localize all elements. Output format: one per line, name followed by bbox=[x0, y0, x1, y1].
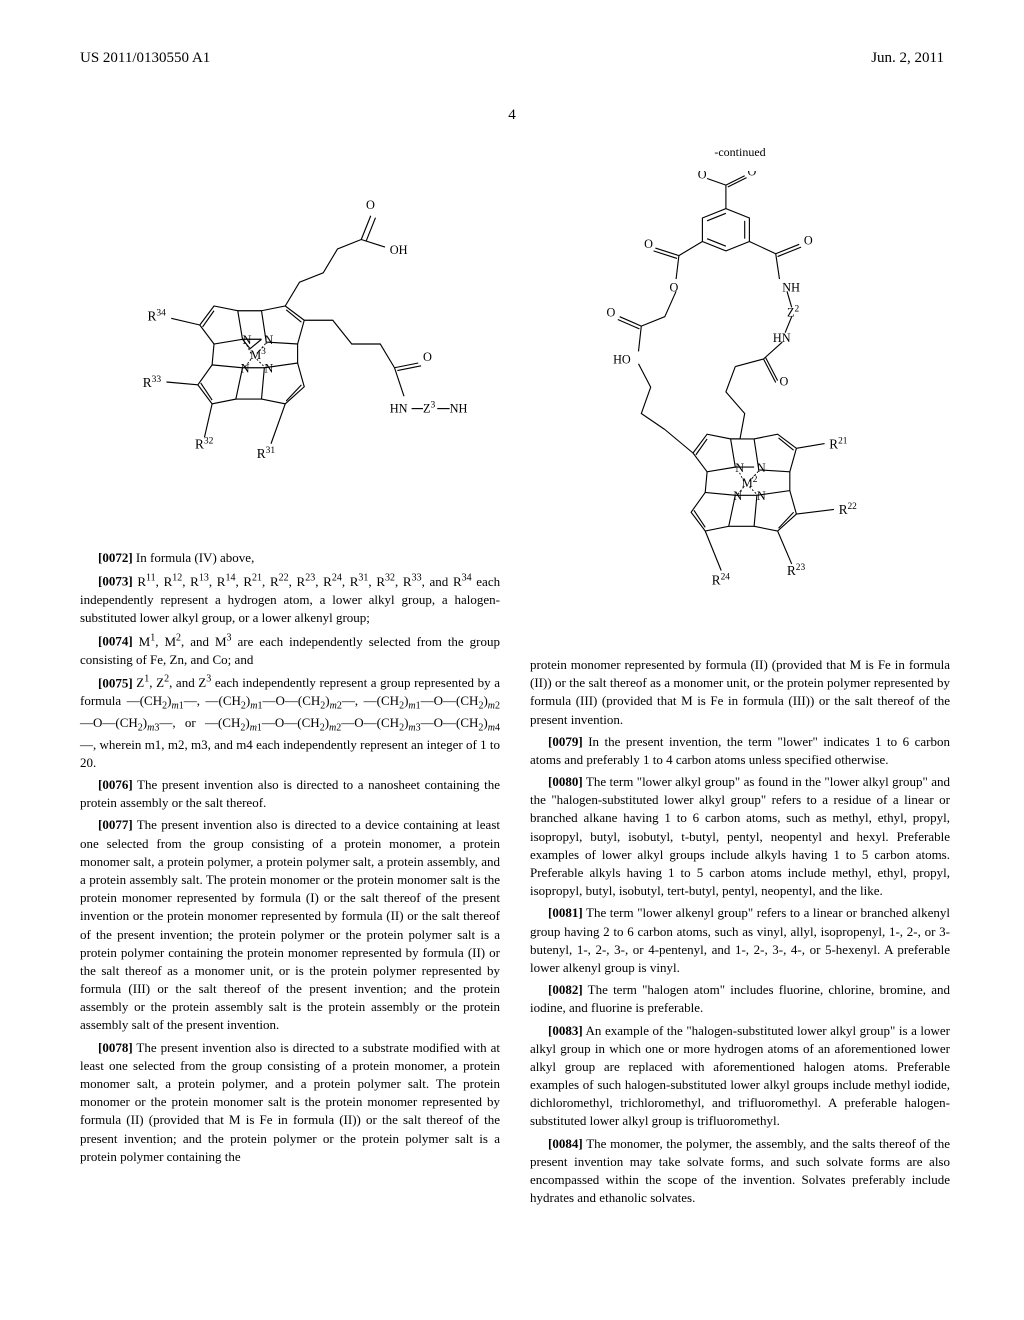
para-num: [0080] bbox=[548, 774, 583, 789]
para-num: [0083] bbox=[548, 1023, 583, 1038]
para-cont: protein monomer represented by formula (… bbox=[530, 656, 950, 729]
para-0079: [0079] In the present invention, the ter… bbox=[530, 733, 950, 769]
svg-text:O: O bbox=[423, 350, 432, 364]
svg-text:N: N bbox=[757, 489, 766, 503]
svg-text:N: N bbox=[264, 333, 273, 347]
svg-text:R21: R21 bbox=[829, 436, 847, 451]
svg-text:R32: R32 bbox=[195, 437, 214, 452]
svg-text:N: N bbox=[241, 362, 250, 376]
svg-text:O: O bbox=[607, 305, 616, 319]
para-text: An example of the "halogen-substituted l… bbox=[530, 1023, 950, 1129]
svg-text:N: N bbox=[243, 333, 252, 347]
para-text: Z1, Z2, and Z3 each independently repres… bbox=[80, 675, 500, 770]
para-text: The present invention also is directed t… bbox=[80, 817, 500, 1032]
svg-text:R24: R24 bbox=[712, 572, 730, 587]
para-text: The present invention also is directed t… bbox=[80, 777, 500, 810]
svg-text:O: O bbox=[804, 233, 813, 247]
svg-text:O: O bbox=[644, 237, 653, 251]
para-0078: [0078] The present invention also is dir… bbox=[80, 1039, 500, 1166]
header-left: US 2011/0130550 A1 bbox=[80, 50, 210, 67]
svg-text:N: N bbox=[264, 362, 273, 376]
para-text: The term "lower alkyl group" as found in… bbox=[530, 774, 950, 898]
para-0080: [0080] The term "lower alkyl group" as f… bbox=[530, 773, 950, 900]
right-column: -continued bbox=[530, 144, 950, 1211]
para-num: [0079] bbox=[548, 734, 583, 749]
page-number: 4 bbox=[0, 107, 1024, 124]
svg-text:R22: R22 bbox=[839, 502, 857, 517]
para-0075: [0075] Z1, Z2, and Z3 each independently… bbox=[80, 673, 500, 772]
svg-text:O: O bbox=[748, 171, 757, 179]
para-0083: [0083] An example of the "halogen-substi… bbox=[530, 1022, 950, 1131]
svg-text:O: O bbox=[698, 171, 707, 182]
chem-structure-left: N N N N M3 R34 R33 R32 bbox=[80, 154, 500, 539]
chem-structure-right: O O O O O NH Z2 HN bbox=[530, 171, 950, 646]
svg-text:R34: R34 bbox=[148, 308, 167, 323]
para-0076: [0076] The present invention also is dir… bbox=[80, 776, 500, 812]
para-text: The monomer, the polymer, the assembly, … bbox=[530, 1136, 950, 1206]
para-num: [0081] bbox=[548, 905, 583, 920]
svg-text:O: O bbox=[779, 374, 788, 388]
para-0074: [0074] M1, M2, and M3 are each independe… bbox=[80, 631, 500, 669]
para-text: In formula (IV) above, bbox=[136, 550, 254, 565]
para-text: The term "halogen atom" includes fluorin… bbox=[530, 982, 950, 1015]
para-text: M1, M2, and M3 are each independently se… bbox=[80, 634, 500, 667]
para-text: R11, R12, R13, R14, R21, R22, R23, R24, … bbox=[80, 574, 500, 625]
para-text: The term "lower alkenyl group" refers to… bbox=[530, 905, 950, 975]
svg-text:R31: R31 bbox=[257, 446, 276, 461]
para-0081: [0081] The term "lower alkenyl group" re… bbox=[530, 904, 950, 977]
svg-text:N: N bbox=[757, 461, 766, 475]
continued-label: -continued bbox=[530, 144, 950, 161]
para-text: The present invention also is directed t… bbox=[80, 1040, 500, 1164]
para-0082: [0082] The term "halogen atom" includes … bbox=[530, 981, 950, 1017]
para-0077: [0077] The present invention also is dir… bbox=[80, 816, 500, 1034]
svg-text:Z2: Z2 bbox=[787, 304, 799, 319]
left-column: N N N N M3 R34 R33 R32 bbox=[80, 144, 500, 1211]
para-num: [0084] bbox=[548, 1136, 583, 1151]
para-num: [0075] bbox=[98, 675, 133, 690]
svg-text:R23: R23 bbox=[787, 563, 805, 578]
para-num: [0074] bbox=[98, 634, 133, 649]
svg-text:NH: NH bbox=[782, 280, 800, 294]
para-0072: [0072] In formula (IV) above, bbox=[80, 549, 500, 567]
para-0073: [0073] R11, R12, R13, R14, R21, R22, R23… bbox=[80, 571, 500, 627]
para-num: [0078] bbox=[98, 1040, 133, 1055]
svg-text:Z3: Z3 bbox=[423, 400, 436, 415]
para-0084: [0084] The monomer, the polymer, the ass… bbox=[530, 1135, 950, 1208]
para-num: [0072] bbox=[98, 550, 133, 565]
para-num: [0082] bbox=[548, 982, 583, 997]
svg-text:NH: NH bbox=[450, 401, 468, 415]
svg-text:N: N bbox=[733, 489, 742, 503]
svg-text:R33: R33 bbox=[143, 375, 162, 390]
para-num: [0077] bbox=[98, 817, 133, 832]
para-text: protein monomer represented by formula (… bbox=[530, 657, 950, 727]
para-num: [0076] bbox=[98, 777, 133, 792]
para-text: In the present invention, the term "lowe… bbox=[530, 734, 950, 767]
header-right: Jun. 2, 2011 bbox=[871, 50, 944, 67]
svg-text:OH: OH bbox=[390, 243, 408, 257]
svg-text:HN: HN bbox=[390, 401, 408, 415]
para-num: [0073] bbox=[98, 574, 133, 589]
svg-text:O: O bbox=[670, 280, 679, 294]
svg-text:HO: HO bbox=[613, 352, 631, 366]
svg-text:O: O bbox=[366, 198, 375, 212]
